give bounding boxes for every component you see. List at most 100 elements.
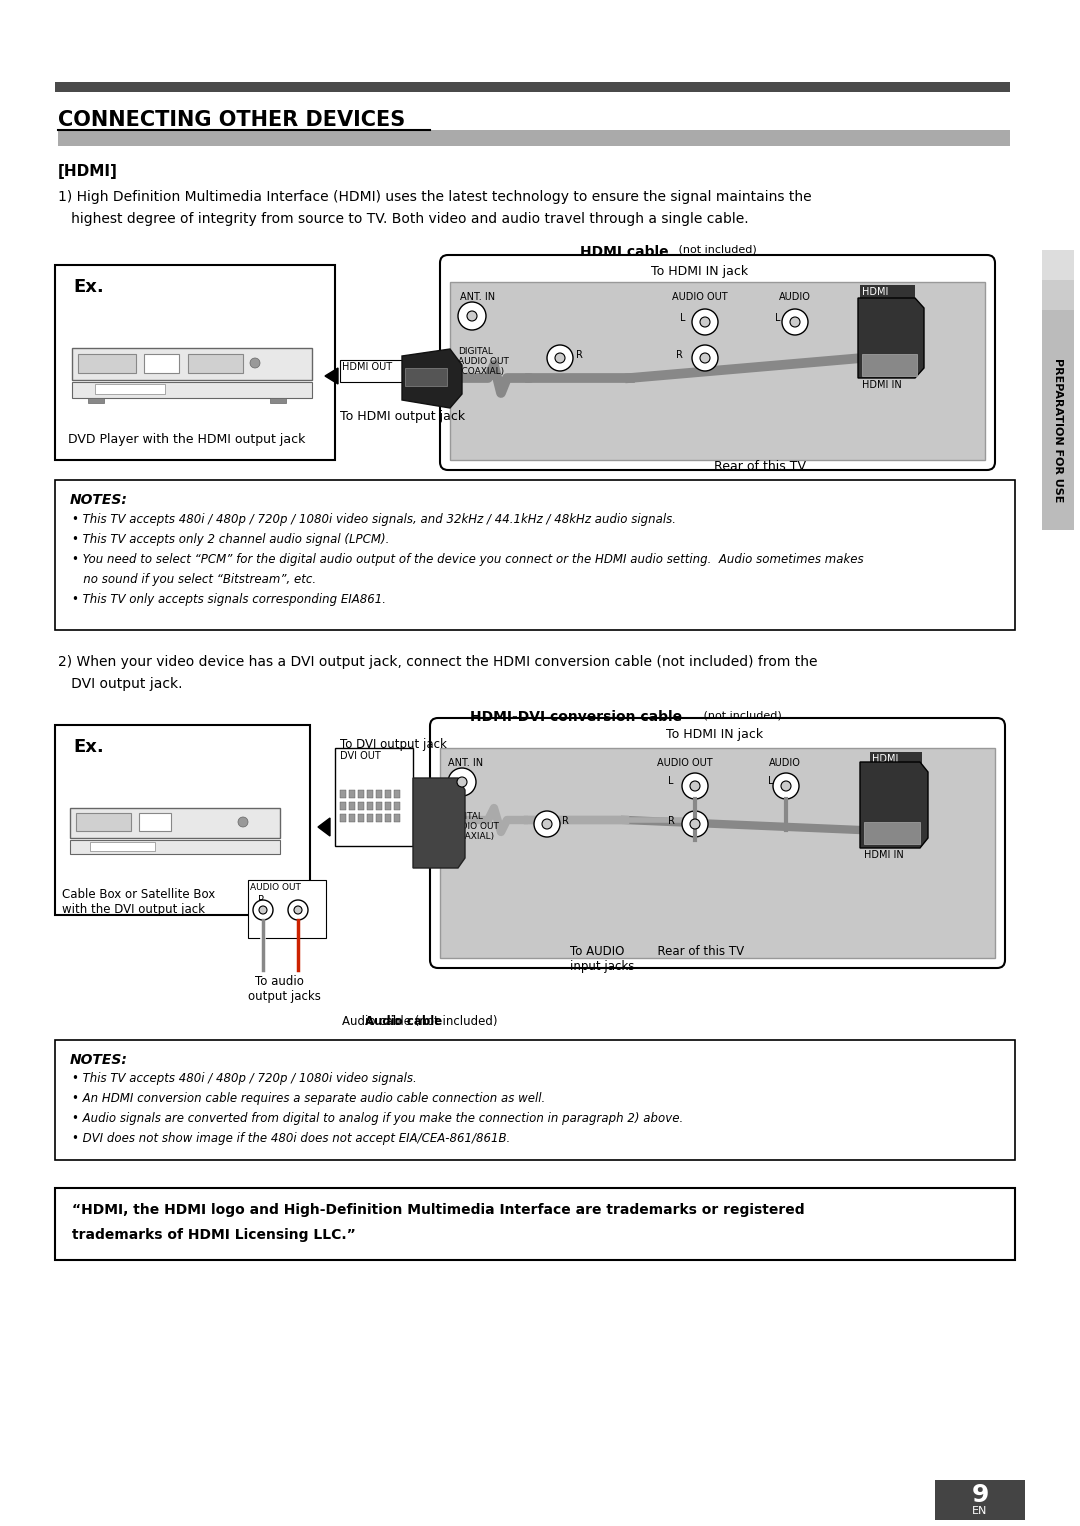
Text: HDMI cable: HDMI cable: [580, 246, 669, 259]
FancyBboxPatch shape: [440, 255, 995, 470]
Bar: [349, 813, 354, 821]
Text: • This TV accepts only 2 channel audio signal (LPCM).: • This TV accepts only 2 channel audio s…: [72, 533, 390, 546]
Bar: [340, 803, 346, 809]
Text: Audio cable: Audio cable: [365, 1015, 442, 1029]
Text: • You need to select “PCM” for the digital audio output of the device you connec: • You need to select “PCM” for the digit…: [72, 552, 864, 566]
Text: HDMI: HDMI: [862, 287, 889, 298]
Bar: [76, 813, 131, 832]
Bar: [70, 807, 280, 838]
Text: • This TV accepts 480i / 480p / 720p / 1080i video signals, and 32kHz / 44.1kHz : • This TV accepts 480i / 480p / 720p / 1…: [72, 513, 676, 526]
Bar: [55, 725, 310, 916]
Text: DIGITAL: DIGITAL: [458, 346, 492, 356]
Text: PREPARATION FOR USE: PREPARATION FOR USE: [1053, 357, 1063, 502]
Text: R: R: [676, 349, 683, 360]
Bar: [864, 823, 920, 844]
Bar: [394, 790, 400, 798]
Text: trademarks of HDMI Licensing LLC.”: trademarks of HDMI Licensing LLC.”: [72, 1228, 355, 1242]
Circle shape: [546, 345, 573, 371]
Text: AUDIO OUT: AUDIO OUT: [249, 884, 301, 893]
Bar: [349, 790, 354, 798]
Text: with the DVI output jack: with the DVI output jack: [62, 903, 205, 916]
Text: • This TV accepts 480i / 480p / 720p / 1080i video signals.: • This TV accepts 480i / 480p / 720p / 1…: [72, 1071, 417, 1085]
Bar: [862, 354, 917, 375]
Bar: [144, 354, 179, 372]
Text: Ex.: Ex.: [73, 278, 104, 296]
Bar: [1042, 250, 1074, 279]
Text: L: L: [775, 313, 781, 324]
Bar: [55, 266, 335, 459]
Bar: [72, 382, 312, 398]
Circle shape: [288, 900, 308, 920]
Bar: [367, 803, 373, 809]
Bar: [58, 130, 1010, 146]
Text: DIGITAL: DIGITAL: [448, 812, 483, 821]
Circle shape: [534, 810, 561, 836]
Bar: [357, 813, 364, 821]
Text: input jacks: input jacks: [570, 960, 634, 974]
Bar: [440, 748, 995, 958]
Text: (COAXIAL): (COAXIAL): [448, 832, 495, 841]
Text: HDMI OUT: HDMI OUT: [342, 362, 392, 372]
Text: Audio cable (not included): Audio cable (not included): [342, 1015, 498, 1029]
Text: NOTES:: NOTES:: [70, 1053, 127, 1067]
Polygon shape: [860, 761, 928, 848]
Circle shape: [692, 308, 718, 336]
Bar: [450, 282, 985, 459]
Text: • An HDMI conversion cable requires a separate audio cable connection as well.: • An HDMI conversion cable requires a se…: [72, 1093, 545, 1105]
Bar: [270, 398, 286, 403]
Bar: [55, 1189, 1015, 1260]
Circle shape: [238, 816, 248, 827]
Text: ANT. IN: ANT. IN: [460, 291, 495, 302]
Bar: [72, 348, 312, 380]
Bar: [55, 481, 1015, 630]
Text: To HDMI output jack: To HDMI output jack: [340, 410, 465, 423]
Text: AUDIO OUT: AUDIO OUT: [458, 357, 509, 366]
Text: HDMI IN: HDMI IN: [862, 380, 902, 391]
Text: 2) When your video device has a DVI output jack, connect the HDMI conversion cab: 2) When your video device has a DVI outp…: [58, 655, 818, 668]
Text: • DVI does not show image if the 480i does not accept EIA/CEA-861/861B.: • DVI does not show image if the 480i do…: [72, 1132, 510, 1144]
Circle shape: [457, 777, 467, 787]
Bar: [935, 1480, 1025, 1520]
Bar: [87, 398, 104, 403]
Text: highest degree of integrity from source to TV. Both video and audio travel throu: highest degree of integrity from source …: [58, 212, 748, 226]
Circle shape: [681, 810, 708, 836]
Text: AUDIO: AUDIO: [769, 758, 801, 768]
Bar: [384, 813, 391, 821]
Text: (not included): (not included): [675, 246, 757, 255]
Bar: [340, 813, 346, 821]
Polygon shape: [858, 298, 924, 378]
Text: 9: 9: [971, 1483, 988, 1508]
Bar: [55, 82, 1010, 92]
Text: To DVI output jack: To DVI output jack: [340, 739, 447, 751]
Text: To AUDIO: To AUDIO: [570, 945, 624, 958]
Text: 1) High Definition Multimedia Interface (HDMI) uses the latest technology to ens: 1) High Definition Multimedia Interface …: [58, 191, 812, 204]
Bar: [367, 790, 373, 798]
Text: To HDMI IN jack: To HDMI IN jack: [666, 728, 764, 742]
Circle shape: [690, 781, 700, 790]
Circle shape: [700, 353, 710, 363]
Circle shape: [692, 345, 718, 371]
Bar: [357, 803, 364, 809]
Bar: [335, 748, 413, 845]
Text: AUDIO OUT: AUDIO OUT: [448, 823, 499, 832]
Bar: [394, 813, 400, 821]
Text: R: R: [562, 816, 569, 826]
Circle shape: [700, 317, 710, 327]
Text: [HDMI]: [HDMI]: [58, 163, 118, 179]
Text: To HDMI IN jack: To HDMI IN jack: [651, 266, 748, 278]
Text: (COAXIAL): (COAXIAL): [458, 366, 504, 375]
Text: EN: EN: [972, 1506, 988, 1515]
Circle shape: [789, 317, 800, 327]
Text: AUDIO OUT: AUDIO OUT: [658, 758, 713, 768]
Text: AUDIO: AUDIO: [779, 291, 811, 302]
Text: NOTES:: NOTES:: [70, 493, 127, 507]
Bar: [384, 803, 391, 809]
Text: ANT. IN: ANT. IN: [448, 758, 483, 768]
Bar: [367, 813, 373, 821]
Circle shape: [294, 906, 302, 914]
Text: • Audio signals are converted from digital to analog if you make the connection : • Audio signals are converted from digit…: [72, 1112, 684, 1125]
Polygon shape: [413, 778, 465, 868]
FancyBboxPatch shape: [430, 719, 1005, 967]
Bar: [70, 839, 280, 855]
Bar: [349, 803, 354, 809]
